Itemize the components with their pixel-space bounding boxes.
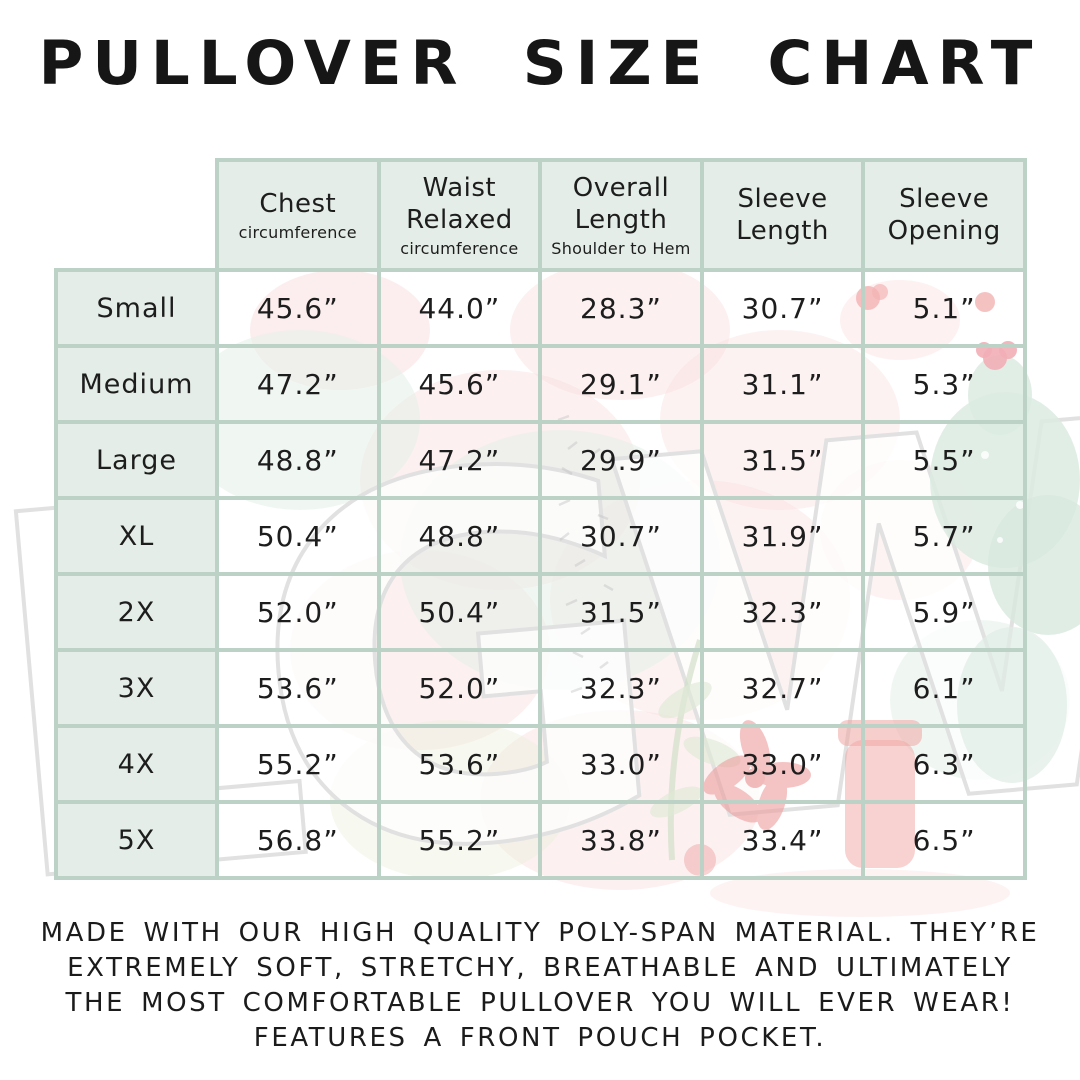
size-label: 3X	[54, 648, 219, 728]
measurement-cell: 6.1”	[861, 648, 1027, 728]
measurement-cell: 55.2”	[376, 800, 543, 880]
size-label: Large	[54, 420, 219, 500]
measurement-cell: 32.3”	[699, 572, 866, 652]
measurement-cell: 52.0”	[376, 648, 543, 728]
measurement-cell: 5.7”	[861, 496, 1027, 576]
size-label: 5X	[54, 800, 219, 880]
size-label: Medium	[54, 344, 219, 424]
measurement-cell: 6.3”	[861, 724, 1027, 804]
measurement-cell: 30.7”	[538, 496, 704, 576]
measurement-cell: 30.7”	[699, 268, 866, 348]
description-line: EXTREMELY SOFT, STRETCHY, BREATHABLE AND…	[67, 953, 1013, 983]
size-label: Small	[54, 268, 219, 348]
table-row-medium: Medium 47.2” 45.6” 29.1” 31.1” 5.3”	[54, 344, 1027, 424]
measurement-cell: 5.5”	[861, 420, 1027, 500]
size-label: 4X	[54, 724, 219, 804]
measurement-cell: 31.9”	[699, 496, 866, 576]
description-line: MADE WITH OUR HIGH QUALITY POLY-SPAN MAT…	[40, 918, 1040, 948]
corner-cell	[56, 160, 217, 270]
description-line: FEATURES A FRONT POUCH POCKET.	[253, 1023, 827, 1053]
col-header-overall-length: Overall Length Shoulder to Hem	[538, 158, 704, 272]
measurement-cell: 33.4”	[699, 800, 866, 880]
size-label: 2X	[54, 572, 219, 652]
measurement-cell: 28.3”	[538, 268, 704, 348]
page-title: PULLOVER SIZE CHART	[38, 28, 1042, 99]
header-row: Chest circumference Waist Relaxed circum…	[56, 158, 1027, 272]
measurement-cell: 31.5”	[538, 572, 704, 652]
product-description: MADE WITH OUR HIGH QUALITY POLY-SPAN MAT…	[40, 916, 1040, 1056]
measurement-cell: 32.7”	[699, 648, 866, 728]
measurement-cell: 55.2”	[215, 724, 381, 804]
measurement-cell: 44.0”	[376, 268, 543, 348]
measurement-cell: 31.5”	[699, 420, 866, 500]
col-header-waist-relaxed: Waist Relaxed circumference	[376, 158, 543, 272]
column-sublabel: Shoulder to Hem	[551, 239, 691, 258]
measurement-cell: 53.6”	[215, 648, 381, 728]
column-sublabel: circumference	[400, 239, 519, 258]
measurement-cell: 5.1”	[861, 268, 1027, 348]
column-label: Overall Length	[572, 173, 670, 235]
description-line: THE MOST COMFORTABLE PULLOVER YOU WILL E…	[65, 988, 1015, 1018]
table-row-large: Large 48.8” 47.2” 29.9” 31.5” 5.5”	[54, 420, 1027, 500]
col-header-sleeve-length: Sleeve Length	[699, 158, 866, 272]
table-row-4x: 4X 55.2” 53.6” 33.0” 33.0” 6.3”	[54, 724, 1027, 804]
measurement-cell: 33.0”	[538, 724, 704, 804]
size-chart-table: Chest circumference Waist Relaxed circum…	[54, 158, 1027, 880]
col-header-chest: Chest circumference	[215, 158, 381, 272]
measurement-cell: 29.1”	[538, 344, 704, 424]
column-label: Waist Relaxed	[406, 173, 513, 235]
measurement-cell: 45.6”	[376, 344, 543, 424]
col-header-sleeve-opening: Sleeve Opening	[861, 158, 1027, 272]
measurement-cell: 48.8”	[215, 420, 381, 500]
measurement-cell: 47.2”	[215, 344, 381, 424]
column-label: Sleeve Length	[736, 184, 829, 246]
measurement-cell: 5.3”	[861, 344, 1027, 424]
measurement-cell: 45.6”	[215, 268, 381, 348]
size-label: XL	[54, 496, 219, 576]
table-row-5x: 5X 56.8” 55.2” 33.8” 33.4” 6.5”	[54, 800, 1027, 880]
table-row-xl: XL 50.4” 48.8” 30.7” 31.9” 5.7”	[54, 496, 1027, 576]
measurement-cell: 31.1”	[699, 344, 866, 424]
column-label: Chest	[259, 189, 337, 219]
measurement-cell: 50.4”	[215, 496, 381, 576]
table-row-3x: 3X 53.6” 52.0” 32.3” 32.7” 6.1”	[54, 648, 1027, 728]
measurement-cell: 48.8”	[376, 496, 543, 576]
measurement-cell: 52.0”	[215, 572, 381, 652]
measurement-cell: 29.9”	[538, 420, 704, 500]
measurement-cell: 5.9”	[861, 572, 1027, 652]
measurement-cell: 32.3”	[538, 648, 704, 728]
table-row-2x: 2X 52.0” 50.4” 31.5” 32.3” 5.9”	[54, 572, 1027, 652]
measurement-cell: 33.8”	[538, 800, 704, 880]
table-row-small: Small 45.6” 44.0” 28.3” 30.7” 5.1”	[54, 268, 1027, 348]
measurement-cell: 33.0”	[699, 724, 866, 804]
measurement-cell: 6.5”	[861, 800, 1027, 880]
measurement-cell: 50.4”	[376, 572, 543, 652]
measurement-cell: 53.6”	[376, 724, 543, 804]
measurement-cell: 56.8”	[215, 800, 381, 880]
column-sublabel: circumference	[238, 223, 357, 242]
column-label: Sleeve Opening	[887, 184, 1001, 246]
measurement-cell: 47.2”	[376, 420, 543, 500]
